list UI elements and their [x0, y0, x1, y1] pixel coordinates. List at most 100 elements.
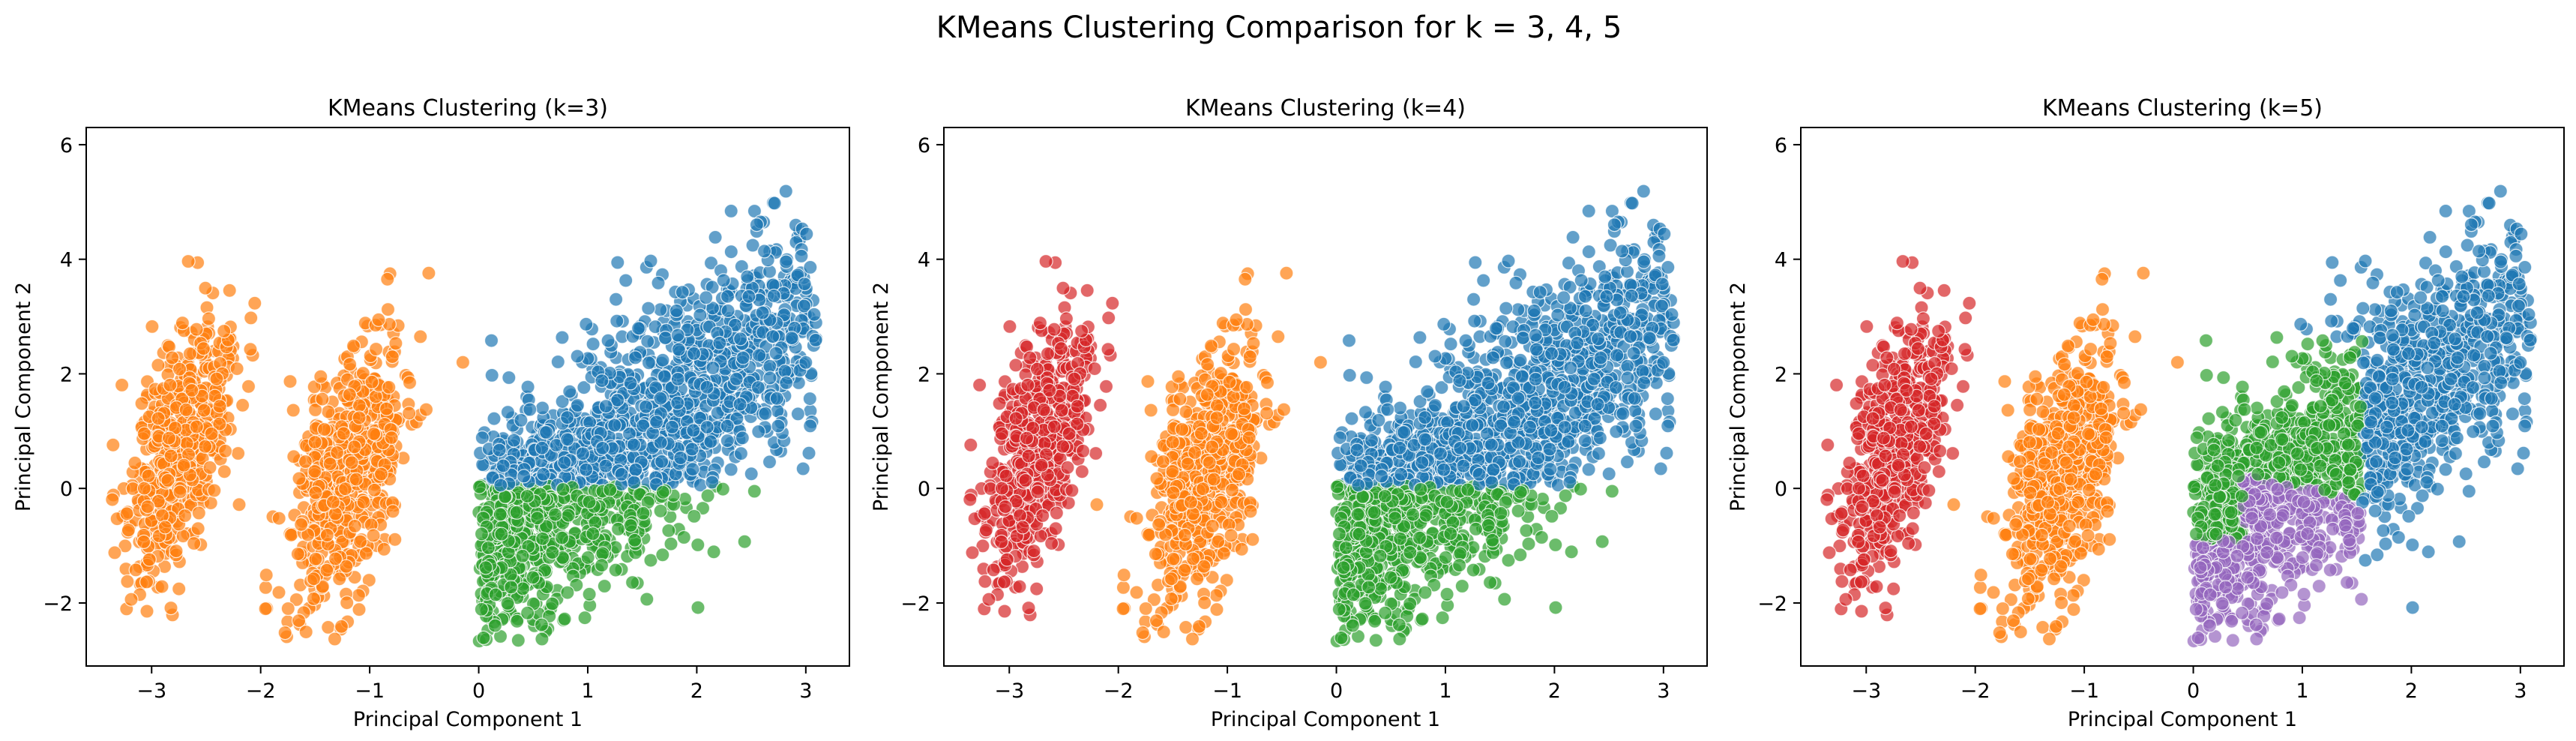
data-point: [474, 526, 490, 542]
data-point: [705, 360, 720, 376]
data-point: [1080, 283, 1095, 298]
data-point: [178, 508, 193, 524]
data-point: [998, 499, 1013, 514]
data-point: [535, 440, 550, 455]
data-point: [985, 455, 1000, 470]
data-point: [509, 505, 524, 520]
data-point: [492, 442, 507, 458]
data-point: [1185, 506, 1200, 521]
data-point: [556, 482, 571, 497]
data-point: [1458, 333, 1473, 348]
data-point: [1195, 482, 1211, 496]
data-point: [1179, 404, 1194, 419]
data-point: [1036, 402, 1051, 418]
data-point: [1152, 517, 1167, 532]
data-point: [334, 619, 349, 634]
data-point: [1021, 448, 1036, 464]
data-point: [1042, 382, 1057, 398]
data-point: [134, 396, 149, 411]
data-point: [325, 494, 340, 510]
data-point: [328, 551, 343, 566]
data-point: [241, 379, 256, 394]
data-point: [676, 530, 691, 545]
data-point: [472, 479, 487, 494]
data-point: [752, 348, 767, 363]
data-point: [1129, 585, 1144, 600]
data-point: [243, 342, 258, 357]
data-point: [1243, 504, 1258, 519]
data-point: [649, 415, 664, 430]
data-point: [332, 572, 347, 586]
data-point: [735, 350, 750, 365]
data-point: [999, 468, 1014, 484]
data-point: [1242, 430, 1257, 446]
data-point: [259, 568, 274, 583]
data-point: [1165, 464, 1180, 479]
data-point: [1180, 456, 1195, 472]
data-point: [670, 371, 685, 387]
data-point: [1030, 484, 1045, 500]
data-point: [157, 520, 172, 535]
data-point: [795, 461, 810, 476]
data-point: [142, 552, 157, 567]
data-point: [1098, 379, 1114, 394]
data-point: [545, 596, 560, 611]
data-point: [1138, 601, 1153, 616]
data-point: [627, 475, 642, 490]
data-point: [535, 531, 550, 546]
data-point: [1548, 537, 1563, 553]
data-point: [172, 581, 187, 596]
data-point: [598, 458, 613, 473]
x-tick-label: −1: [355, 680, 385, 703]
data-point: [1564, 544, 1579, 560]
data-point: [636, 506, 651, 521]
data-point: [1135, 625, 1150, 640]
data-point: [1205, 518, 1220, 534]
data-point: [986, 562, 1001, 578]
data-point: [371, 312, 386, 327]
data-point: [379, 401, 394, 416]
data-point: [1329, 479, 1345, 494]
data-point: [356, 494, 371, 510]
data-point: [1038, 254, 1053, 269]
data-point: [992, 396, 1007, 411]
data-point: [690, 537, 705, 553]
data-point: [1116, 580, 1131, 596]
data-point: [1439, 586, 1454, 602]
data-point: [687, 508, 702, 524]
data-point: [1231, 466, 1247, 482]
data-point: [570, 398, 586, 413]
data-point: [217, 323, 232, 339]
data-point: [1015, 520, 1030, 535]
data-point: [413, 329, 428, 344]
data-point: [657, 331, 673, 346]
data-point: [139, 604, 154, 619]
data-point: [151, 411, 166, 426]
data-point: [1625, 196, 1640, 211]
data-point: [1044, 536, 1059, 551]
data-point: [554, 530, 570, 545]
data-point: [376, 542, 391, 556]
data-point: [638, 399, 654, 414]
data-point: [385, 504, 400, 519]
data-point: [693, 308, 708, 322]
data-point: [484, 368, 499, 382]
data-point: [1601, 466, 1616, 482]
data-point: [557, 611, 572, 626]
data-point: [538, 424, 554, 440]
data-point: [720, 289, 735, 304]
data-point: [1224, 482, 1240, 498]
data-point: [1012, 508, 1028, 523]
data-point: [794, 248, 809, 263]
data-point: [1508, 275, 1523, 290]
scatter-points: [963, 184, 1682, 649]
data-point: [198, 439, 213, 454]
x-axis-label: Principal Component 1: [353, 708, 583, 731]
data-point: [628, 532, 643, 548]
data-point: [741, 289, 756, 304]
data-point: [1279, 266, 1294, 280]
data-point: [244, 310, 259, 326]
data-point: [128, 562, 143, 578]
data-point: [536, 466, 551, 482]
